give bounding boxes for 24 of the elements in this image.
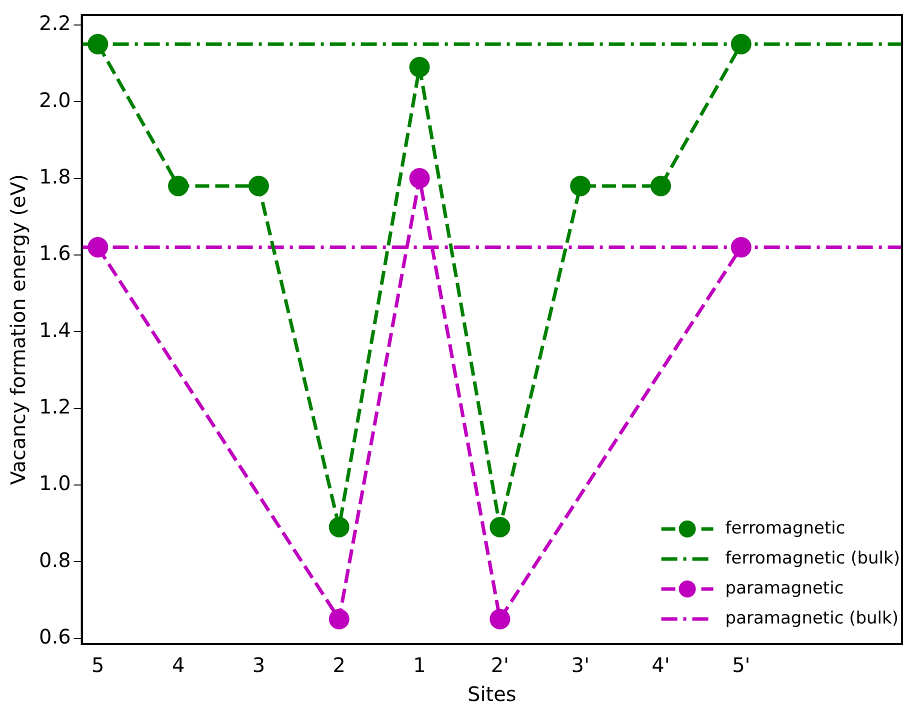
x-tick-label: 4' (652, 653, 670, 678)
y-tick-label: 1.0 (38, 471, 71, 496)
legend-label: ferromagnetic (725, 518, 846, 538)
y-tick-label: 0.6 (38, 624, 71, 648)
x-tick-label: 2 (332, 653, 346, 678)
legend-label: paramagnetic (725, 578, 844, 598)
y-axis-title: Vacancy formation energy (eV) (6, 174, 30, 485)
x-tick-label: 3' (571, 653, 590, 678)
x-axis-title: Sites (467, 682, 516, 706)
y-tick-label: 1.2 (38, 394, 71, 418)
y-tick-label: 1.6 (38, 241, 71, 266)
legend-label: paramagnetic (bulk) (725, 608, 898, 628)
x-tick-label: 1 (413, 653, 426, 678)
y-tick-label: 2.0 (38, 88, 71, 112)
y-tick-label: 1.4 (38, 318, 71, 342)
legend-label: ferromagnetic (bulk) (725, 548, 900, 568)
x-tick-label: 4 (172, 653, 185, 678)
x-tick-label: 5' (732, 653, 750, 678)
x-tick-label: 5 (92, 653, 104, 678)
x-tick-label: 3 (252, 653, 266, 678)
x-tick-label: 2' (490, 653, 510, 678)
y-tick-label: 0.8 (38, 548, 71, 572)
y-tick-label: 2.2 (38, 11, 71, 36)
y-tick-label: 1.8 (38, 164, 71, 188)
